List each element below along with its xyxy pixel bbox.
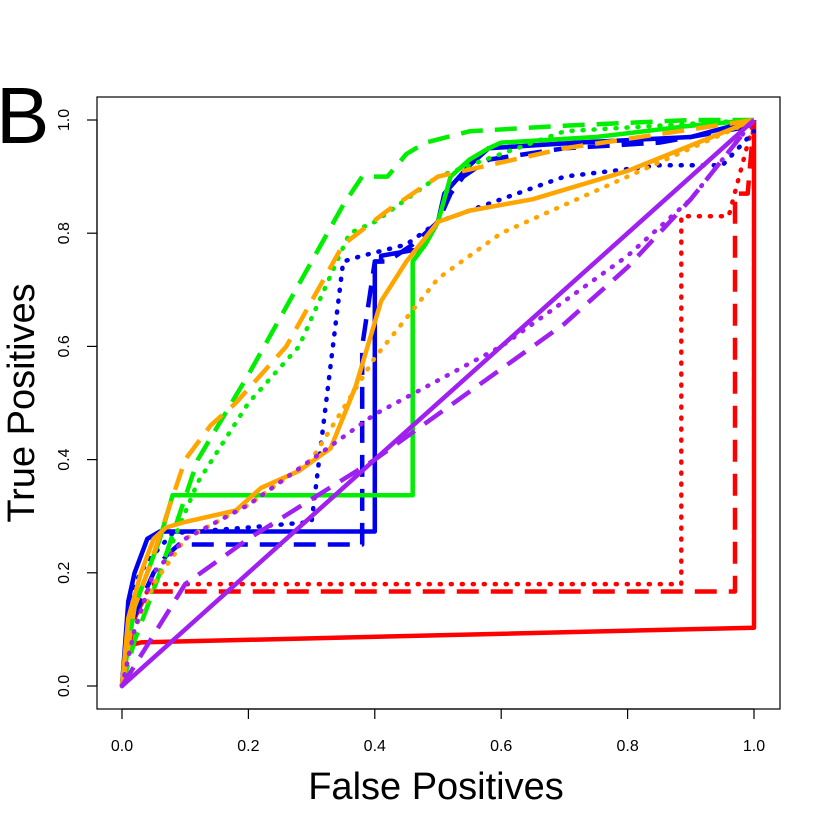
x-tick-label: 0.8	[616, 738, 638, 755]
y-tick-label: 0.2	[56, 562, 73, 584]
x-tick-label: 1.0	[743, 738, 765, 755]
x-axis-title: False Positives	[308, 766, 564, 808]
x-axis: 0.0 0.2 0.4 0.6 0.8 1.0	[111, 708, 765, 755]
roc-series-7-dashed	[119, 117, 754, 687]
roc-series-9-solid	[119, 117, 755, 687]
y-tick-label: 0.6	[56, 335, 73, 357]
y-axis-title: True Positives	[1, 283, 43, 522]
panel-label: B	[0, 71, 49, 160]
roc-series-13-dashed	[120, 118, 756, 688]
roc-series-12-solid	[120, 118, 756, 688]
x-tick-label: 0.6	[490, 738, 512, 755]
roc-series-11-dotted	[119, 117, 757, 689]
y-tick-label: 0.4	[56, 448, 73, 470]
y-tick-label: 1.0	[56, 109, 73, 131]
x-tick-label: 0.2	[237, 738, 259, 755]
roc-series-10-dashed	[119, 117, 755, 687]
y-tick-label: 0.0	[56, 675, 73, 697]
x-tick-label: 0.4	[364, 738, 386, 755]
y-axis: 0.0 0.2 0.4 0.6 0.8 1.0	[56, 109, 98, 697]
y-tick-label: 0.8	[56, 222, 73, 244]
x-tick-label: 0.0	[111, 738, 133, 755]
series-layer	[119, 117, 757, 689]
